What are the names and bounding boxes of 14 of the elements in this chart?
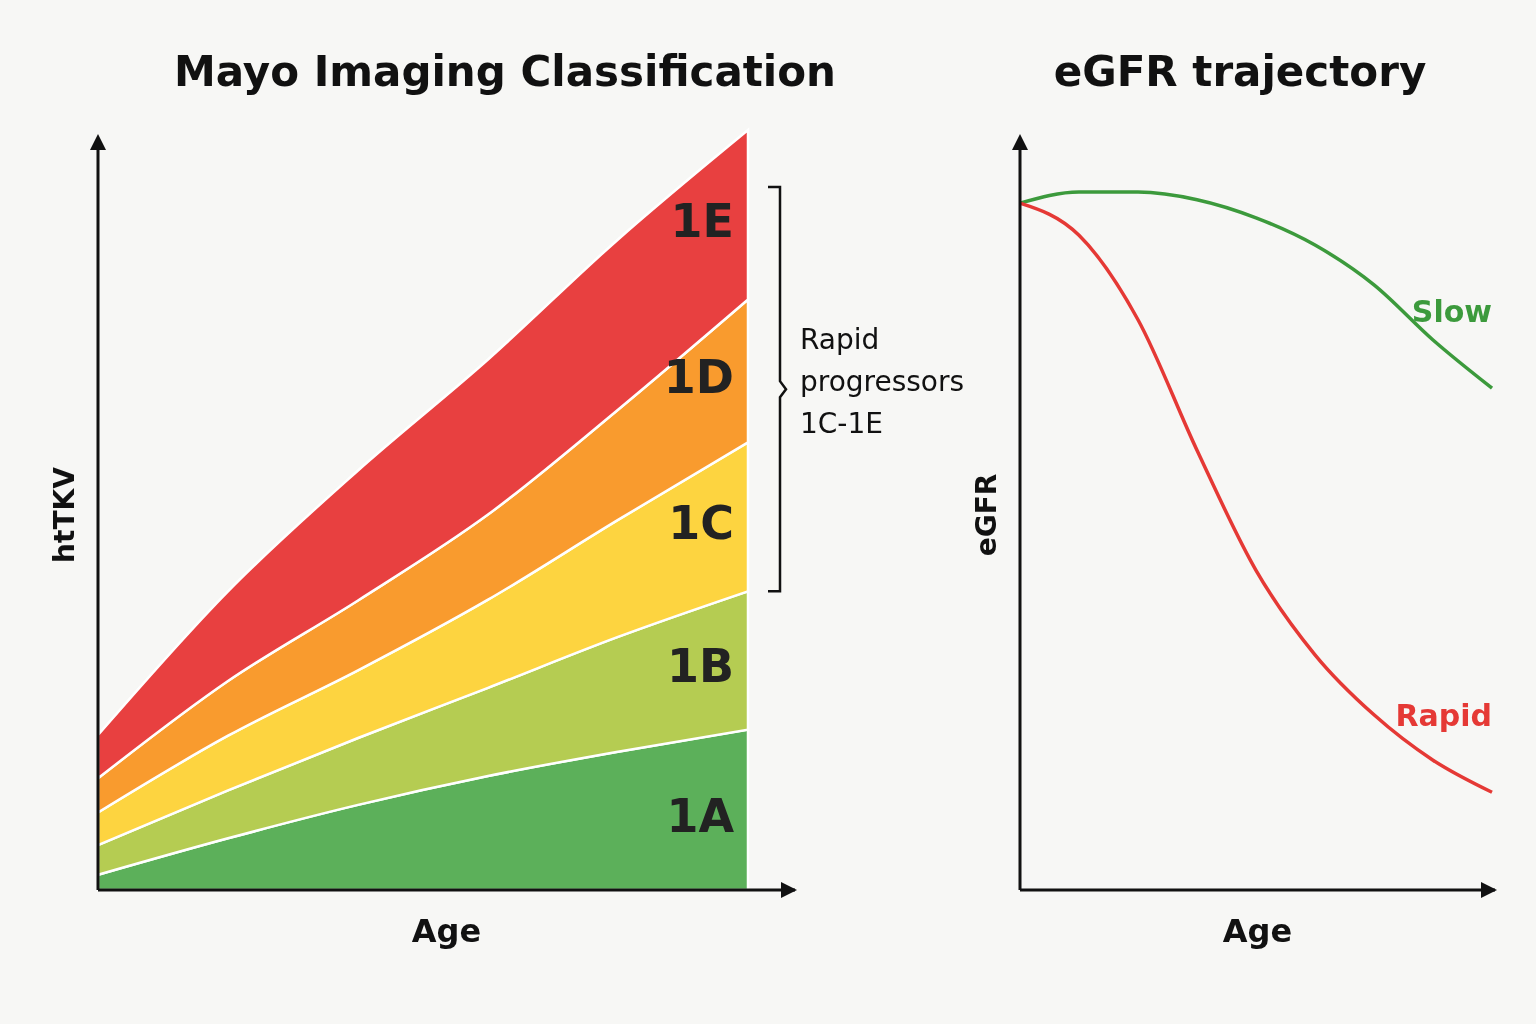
series-label: Rapid (1395, 698, 1492, 734)
series-label: 1B (666, 639, 734, 694)
text: Rapid progressors 1C-1E (800, 323, 965, 441)
chart-title: Mayo Imaging Classification (173, 47, 837, 96)
series-label: Slow (1411, 294, 1492, 330)
y-axis-title: eGFR (970, 473, 1003, 557)
series-label: 1D (663, 349, 734, 404)
series-label: 1E (670, 193, 734, 248)
chart-title: eGFR trajectory (1053, 47, 1427, 96)
y-axis-title: htTKV (48, 466, 81, 563)
series-label: 1C (668, 495, 734, 550)
x-axis-title: Age (1222, 912, 1293, 950)
series-label: 1A (666, 788, 735, 843)
x-axis-title: Age (411, 912, 482, 950)
